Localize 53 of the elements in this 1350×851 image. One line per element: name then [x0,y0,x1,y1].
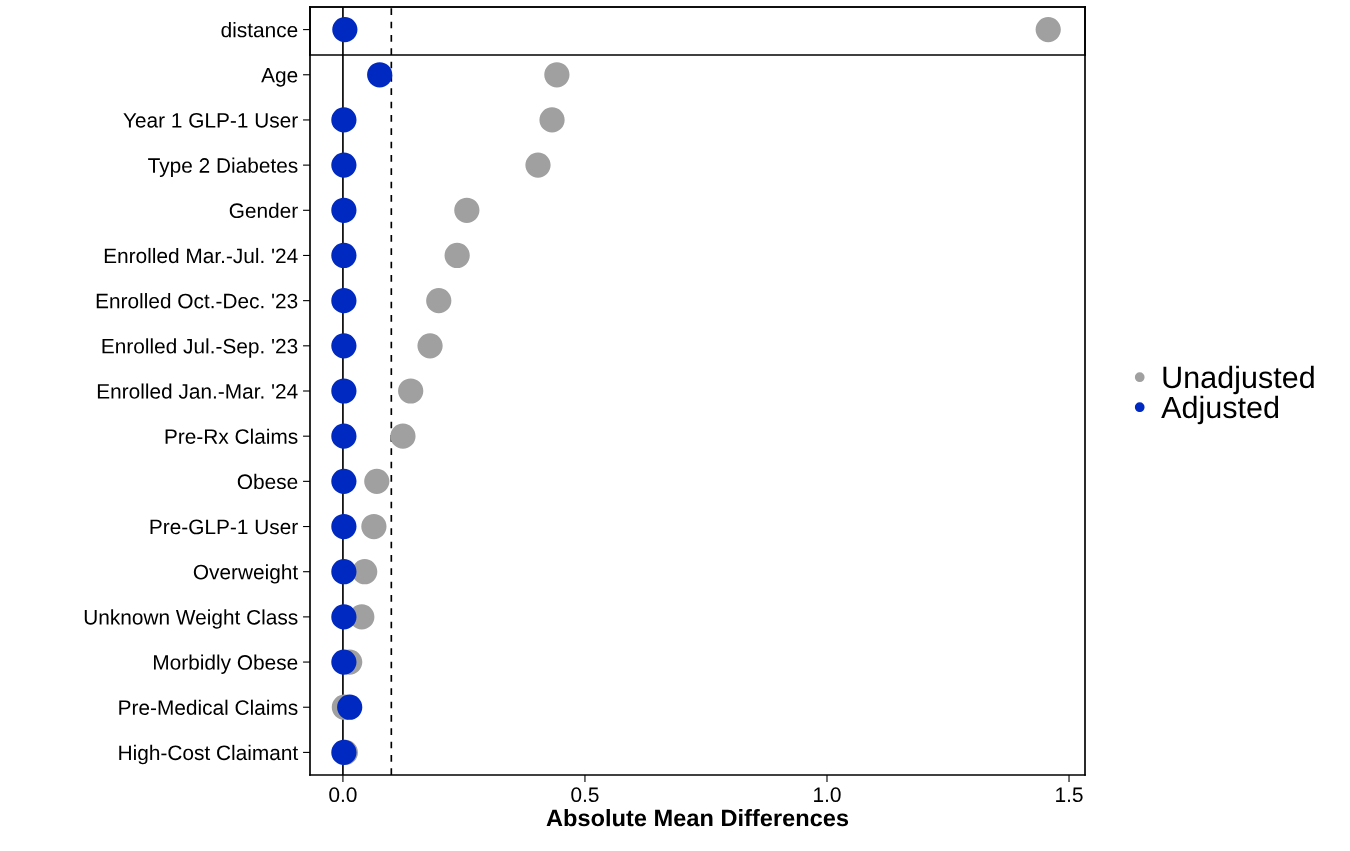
point [331,468,357,494]
y-tick-label: Gender [229,202,298,219]
point [332,16,358,43]
point [331,513,357,540]
x-axis-title: Absolute Mean Differences [546,809,849,827]
y-tick-label: distance [221,22,298,38]
point [525,152,551,178]
y-tick-label: Morbidly Obese [154,654,298,674]
x-tick-label: 0.0 [329,787,357,803]
point [454,197,480,223]
point [331,242,357,269]
y-tick-label: High-Cost Claimant [119,744,299,765]
point [1035,16,1061,43]
y-tick-label: Pre-GLP-1 User [150,519,298,535]
point [367,62,393,88]
y-tick-label: Pre-Medical Claims [119,699,298,715]
point [331,378,357,404]
y-tick-label: Age [261,67,298,87]
x-tick-label: 0.5 [571,787,599,803]
point [331,288,357,314]
point [426,288,452,314]
y-tick-label: Enrolled Jul.-Sep. '23 [102,338,298,358]
point [352,559,378,585]
y-tick-label: Enrolled Jan.-Mar. '24 [97,383,298,399]
y-tick-label: Obese [237,473,298,490]
point [398,378,424,404]
point [331,649,357,675]
y-tick-label: Type 2 Diabetes [148,157,298,177]
y-tick-label: Unknown Weight Class [84,609,298,629]
y-tick-label: Overweight [193,564,299,584]
x-tick-label: 1.0 [814,787,841,803]
point [331,197,357,223]
point [331,333,357,359]
point [361,513,387,540]
point [539,107,565,133]
point [337,694,363,720]
point [444,242,470,269]
y-tick-label: Pre-Rx Claims [165,428,298,444]
point [331,559,357,585]
y-tick-label: Enrolled Oct.-Dec. '23 [96,293,298,309]
point [390,423,416,449]
legend-label: Unadjusted [1163,365,1314,395]
point [331,604,357,630]
point [331,423,357,449]
point [331,152,357,178]
x-tick-label: 1.5 [1056,787,1083,803]
y-tick-label: Year 1 GLP-1 User [123,112,298,128]
point [417,333,443,359]
legend-label: Adjusted [1161,395,1279,425]
point [364,468,390,494]
point [544,62,570,88]
y-tick-label: Enrolled Mar.-Jul. '24 [104,247,298,264]
point [331,107,357,133]
